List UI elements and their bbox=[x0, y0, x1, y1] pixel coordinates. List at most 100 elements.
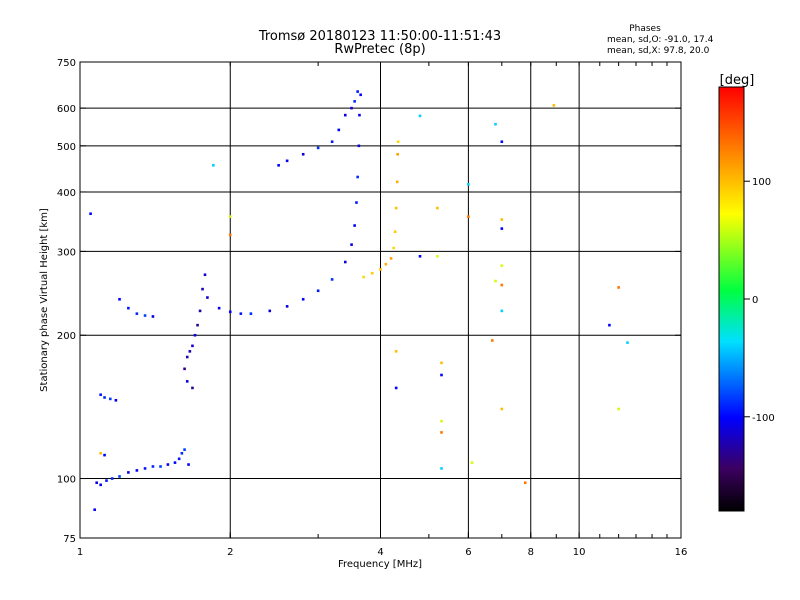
data-point bbox=[110, 477, 114, 480]
data-point bbox=[350, 106, 353, 110]
data-point bbox=[440, 467, 443, 470]
data-point bbox=[316, 146, 320, 150]
data-point bbox=[467, 183, 470, 186]
data-point bbox=[89, 212, 92, 216]
data-point bbox=[608, 323, 611, 327]
data-point bbox=[316, 289, 320, 293]
colorbar-unit-label: [deg] bbox=[720, 73, 755, 88]
data-point bbox=[436, 206, 439, 210]
data-point bbox=[418, 255, 422, 258]
data-point bbox=[151, 315, 155, 318]
data-point bbox=[440, 431, 443, 434]
data-point bbox=[206, 296, 209, 299]
data-point bbox=[143, 314, 147, 317]
data-point bbox=[151, 465, 155, 468]
x-tick-label: 1 bbox=[77, 547, 83, 558]
data-point bbox=[114, 398, 118, 402]
data-point bbox=[105, 479, 108, 482]
data-point bbox=[268, 309, 272, 313]
data-point bbox=[201, 287, 204, 291]
data-point bbox=[187, 463, 190, 466]
data-point bbox=[143, 467, 147, 470]
data-point bbox=[617, 286, 620, 289]
data-point bbox=[370, 271, 374, 275]
data-point bbox=[177, 457, 181, 461]
data-point bbox=[394, 386, 398, 390]
colorbar-ticks: 100 0 -100 bbox=[744, 177, 775, 424]
data-point bbox=[180, 451, 184, 455]
data-point bbox=[99, 393, 102, 397]
data-point bbox=[356, 90, 359, 93]
data-point bbox=[384, 262, 388, 266]
x-axis-ticks: 1 2 4 6 8 10 16 bbox=[77, 62, 688, 558]
data-point bbox=[500, 309, 504, 313]
data-point bbox=[191, 386, 194, 390]
data-point bbox=[358, 113, 361, 117]
data-point bbox=[118, 475, 121, 478]
data-point bbox=[494, 122, 497, 126]
phases-x-stats: mean, sd,X: 97.8, 20.0 bbox=[607, 46, 710, 56]
x-tick-label: 2 bbox=[227, 547, 233, 558]
colorbar-tick-label: -100 bbox=[752, 413, 775, 424]
data-points bbox=[89, 90, 629, 512]
data-point bbox=[359, 93, 362, 97]
data-point bbox=[500, 407, 504, 411]
data-point bbox=[159, 465, 162, 468]
y-tick-label: 600 bbox=[57, 104, 76, 115]
data-point bbox=[337, 128, 341, 132]
data-point bbox=[362, 275, 365, 279]
x-tick-label: 4 bbox=[377, 547, 383, 558]
data-point bbox=[395, 180, 399, 184]
data-point bbox=[99, 451, 102, 455]
data-point bbox=[552, 104, 556, 107]
grid-lines bbox=[80, 62, 681, 538]
data-point bbox=[440, 373, 443, 377]
data-point bbox=[491, 339, 494, 342]
data-point bbox=[436, 255, 439, 258]
data-point bbox=[500, 227, 504, 230]
data-point bbox=[343, 260, 347, 264]
data-point bbox=[228, 310, 232, 314]
phase-colorbar: [deg] 100 0 -100 bbox=[718, 73, 775, 512]
data-point bbox=[350, 243, 353, 246]
data-point bbox=[166, 463, 170, 466]
phases-title: Phases bbox=[629, 24, 661, 34]
data-point bbox=[440, 419, 443, 423]
data-point bbox=[494, 279, 497, 283]
data-point bbox=[193, 333, 197, 337]
data-point bbox=[617, 407, 620, 411]
data-point bbox=[249, 312, 253, 315]
data-point bbox=[217, 306, 221, 310]
x-tick-label: 16 bbox=[675, 547, 688, 558]
data-point bbox=[356, 175, 359, 179]
data-point bbox=[173, 461, 177, 464]
colorbar-tick-label: 100 bbox=[752, 177, 771, 188]
plot-area: 1 2 4 6 8 10 16 75 100 200 300 400 500 600 750 bbox=[57, 58, 687, 558]
data-point bbox=[212, 164, 215, 167]
data-point bbox=[203, 273, 207, 277]
x-axis-label: Frequency [MHz] bbox=[338, 559, 422, 570]
data-point bbox=[228, 215, 232, 218]
data-point bbox=[500, 140, 504, 144]
y-tick-label: 400 bbox=[57, 188, 76, 199]
data-point bbox=[353, 100, 356, 103]
data-point bbox=[277, 164, 280, 167]
y-axis-label: Stationary phase Virtual Height [km] bbox=[39, 208, 50, 392]
data-point bbox=[394, 350, 398, 353]
data-point bbox=[183, 367, 186, 371]
chart-subtitle: RwPretec (8p) bbox=[334, 42, 425, 57]
data-point bbox=[396, 152, 399, 156]
data-point bbox=[239, 312, 243, 315]
data-point bbox=[500, 264, 504, 267]
data-point bbox=[355, 201, 358, 204]
x-tick-label: 8 bbox=[528, 547, 534, 558]
data-point bbox=[99, 483, 102, 487]
x-tick-label: 6 bbox=[465, 547, 471, 558]
data-point bbox=[394, 206, 398, 210]
y-tick-label: 200 bbox=[57, 331, 76, 342]
x-tick-label: 10 bbox=[573, 547, 586, 558]
data-point bbox=[301, 152, 305, 156]
data-point bbox=[198, 309, 202, 313]
data-point bbox=[440, 361, 443, 365]
